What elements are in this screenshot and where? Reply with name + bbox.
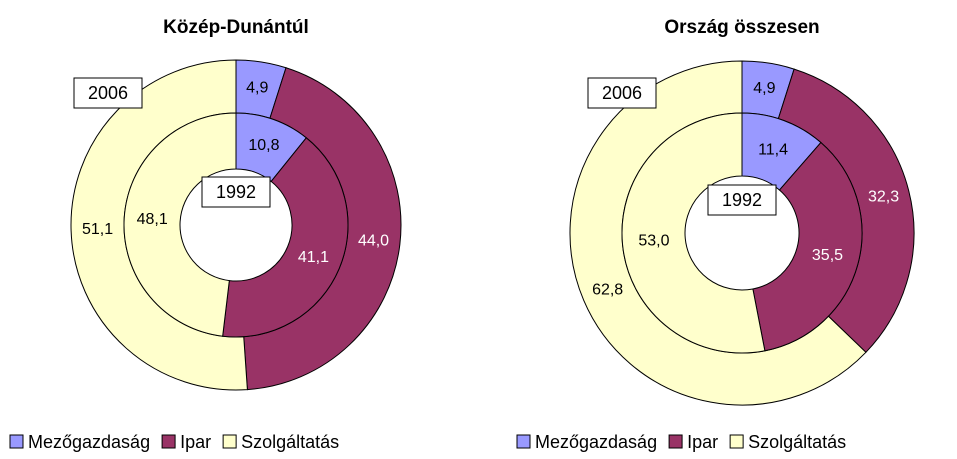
ring-label-box — [201, 176, 271, 208]
legend-label: Szolgáltatás — [748, 432, 846, 452]
legend-label: Mezőgazdaság — [28, 432, 150, 452]
ring-label-box — [587, 77, 657, 109]
data-label: 62,8 — [592, 281, 623, 298]
legend-swatch — [9, 434, 24, 449]
ring-label-box — [707, 184, 777, 216]
donut-segment — [752, 141, 863, 352]
legend-label: Mezőgazdaság — [535, 432, 657, 452]
legend-label: Ipar — [180, 432, 211, 452]
donut-segment — [621, 112, 766, 354]
chart-title: Ország összesen — [664, 17, 819, 38]
data-label: 4,9 — [753, 80, 775, 97]
legend-swatch — [161, 434, 176, 449]
data-label: 10,8 — [248, 137, 279, 154]
legend-label: Szolgáltatás — [241, 432, 339, 452]
ring-label: 2006 — [602, 83, 642, 103]
ring-label-box — [73, 77, 143, 109]
data-label: 53,0 — [638, 233, 669, 250]
data-label: 4,9 — [246, 79, 268, 96]
chart-title: Közép-Dunántúl — [163, 17, 309, 38]
legend-label: Ipar — [687, 432, 718, 452]
legend-swatch — [222, 434, 237, 449]
legend-swatch — [729, 434, 744, 449]
data-label: 32,3 — [868, 188, 899, 205]
ring-label: 1992 — [216, 182, 256, 202]
data-label: 41,1 — [298, 249, 329, 266]
donut-segment — [222, 137, 349, 338]
ring-label: 1992 — [722, 190, 762, 210]
donut-segment — [123, 112, 237, 337]
data-label: 48,1 — [137, 211, 168, 228]
data-label: 35,5 — [812, 247, 843, 264]
legend-swatch — [668, 434, 683, 449]
data-label: 51,1 — [82, 221, 113, 238]
data-label: 44,0 — [358, 233, 389, 250]
data-label: 11,4 — [758, 141, 788, 158]
legend-swatch — [516, 434, 531, 449]
ring-label: 2006 — [88, 83, 128, 103]
